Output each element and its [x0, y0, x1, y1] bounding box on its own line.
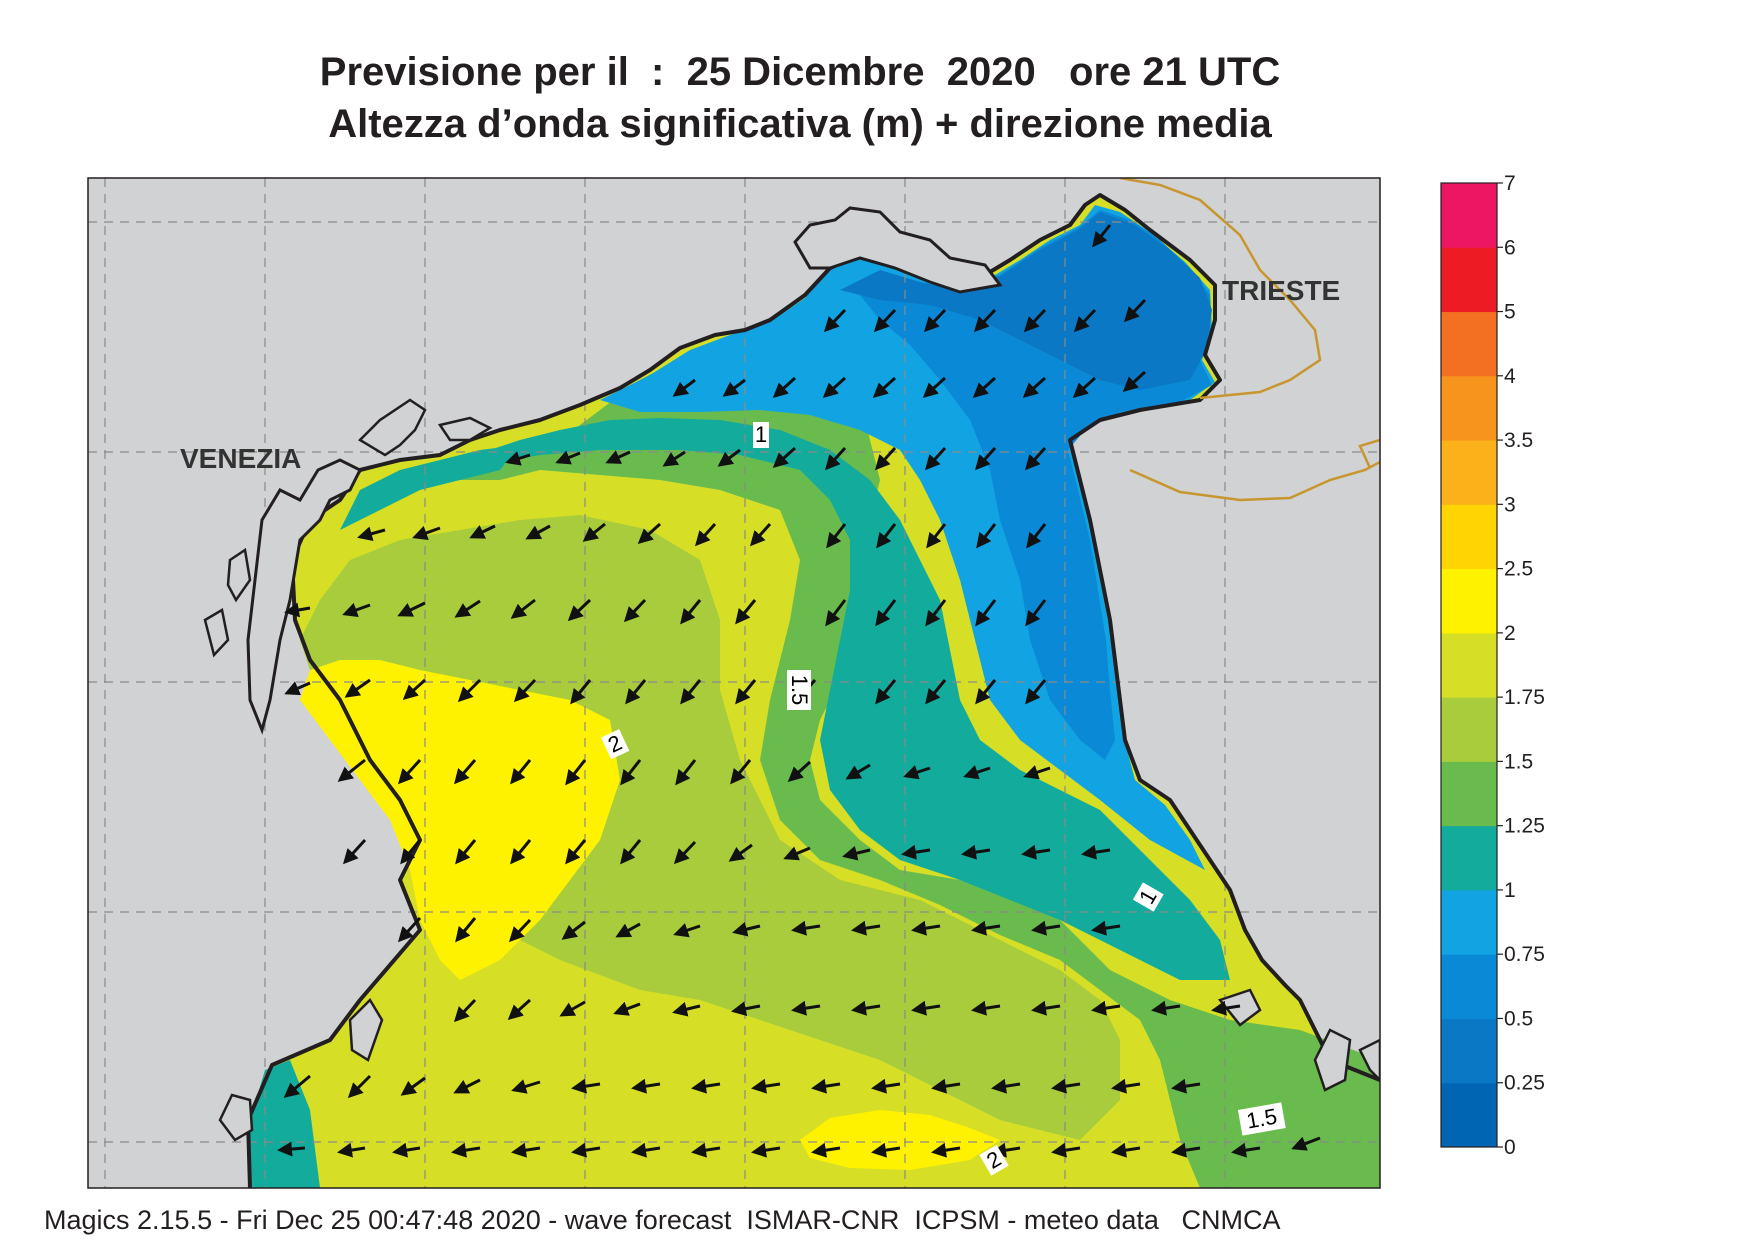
label-venezia: VENEZIA	[180, 443, 301, 474]
colorbar-label-3: 0.75	[1504, 943, 1545, 966]
venice-lagoon	[246, 458, 363, 735]
colorbar-label-9: 2.5	[1504, 558, 1533, 581]
arrow-row-4	[357, 522, 1047, 549]
colorbar-swatch-7	[1441, 632, 1497, 698]
colorbar-swatch-1	[1441, 1018, 1497, 1084]
colorbar-swatch-9	[1441, 504, 1497, 570]
colorbar-swatch-8	[1441, 568, 1497, 634]
colorbar-label-12: 4	[1504, 365, 1516, 388]
sw-islands	[218, 997, 384, 1142]
band-1-25	[460, 348, 1380, 1188]
colorbar-swatch-3	[1441, 889, 1497, 955]
colorbar-swatch-0	[1441, 1082, 1497, 1148]
arrow-row-10	[453, 998, 1241, 1023]
colorbar-label-14: 6	[1504, 236, 1516, 259]
state-border-east	[1129, 438, 1380, 502]
band-2-00-west	[300, 660, 620, 980]
colorbar: 0 0.25 0.5 0.75 1 1.25 1.5 1.75 2 2.5 3 3.5 4 5 6 7	[1440, 172, 1545, 1159]
title-line-2: Altezza d’onda significativa (m) + direz…	[328, 102, 1272, 146]
colorbar-label-6: 1.5	[1504, 750, 1533, 773]
arrow-row-1	[823, 224, 1147, 333]
contour-label-1-north: 1	[755, 422, 767, 447]
band-1-00-venice	[340, 445, 520, 530]
colorbar-swatch-13	[1441, 247, 1497, 313]
band-2-00-south	[800, 1110, 1000, 1170]
grado-lagoon	[793, 206, 1003, 294]
band-1-00-southwest	[248, 1060, 320, 1188]
contour-labels: 1 1.5 2 1 1.5 2	[601, 422, 1286, 1176]
map-field	[88, 178, 1380, 1188]
colorbar-label-13: 5	[1504, 301, 1516, 324]
colorbar-swatch-5	[1441, 761, 1497, 827]
direction-arrows	[277, 224, 1321, 1158]
band-0-25	[840, 212, 1212, 390]
footer-credits: Magics 2.15.5 - Fri Dec 25 00:47:48 2020…	[44, 1205, 1281, 1235]
colorbar-swatch-14	[1441, 183, 1497, 248]
colorbar-label-8: 2	[1504, 622, 1516, 645]
colorbar-label-0: 0	[1504, 1136, 1516, 1159]
map-frame	[87, 177, 1381, 1189]
arrow-row-9	[397, 916, 1121, 943]
colorbar-swatch-11	[1441, 375, 1497, 441]
colorbar-frame	[1440, 182, 1498, 1148]
colorbar-label-1: 0.25	[1504, 1072, 1545, 1095]
colorbar-label-2: 0.5	[1504, 1007, 1533, 1030]
colorbar-swatch-4	[1441, 825, 1497, 891]
arrow-row-12	[277, 1136, 1321, 1158]
colorbar-label-4: 1	[1504, 879, 1516, 902]
contour-label-1-5-southeast: 1.5	[1245, 1104, 1279, 1134]
colorbar-label-7: 1.75	[1504, 686, 1545, 709]
state-border	[1119, 178, 1322, 400]
colorbar-label-11: 3.5	[1504, 429, 1533, 452]
band-1-5-west	[300, 515, 1120, 1140]
croatian-islands	[1217, 988, 1380, 1092]
colorbar-swatch-12	[1441, 311, 1497, 377]
arrow-row-11	[283, 1074, 1201, 1099]
band-1-00	[475, 418, 1230, 980]
colorbar-swatch-6	[1441, 697, 1497, 762]
arrow-row-2	[672, 370, 1147, 399]
title-line-1: Previsione per il : 25 Dicembre 2020 ore…	[319, 50, 1281, 94]
label-trieste: TRIESTE	[1222, 275, 1340, 306]
venice-islands	[203, 398, 493, 658]
colorbar-label-10: 3	[1504, 493, 1516, 516]
arrow-row-3	[505, 446, 1047, 471]
arrow-row-7	[337, 758, 1051, 786]
colorbar-label-5: 1.25	[1504, 815, 1545, 838]
arrow-row-5	[284, 598, 1047, 627]
contour-label-1-5-center: 1.5	[787, 675, 812, 706]
colorbar-swatch-10	[1441, 440, 1497, 505]
arrow-row-8	[342, 838, 1111, 865]
colorbar-swatch-2	[1441, 954, 1497, 1019]
colorbar-label-15: 7	[1504, 172, 1516, 195]
